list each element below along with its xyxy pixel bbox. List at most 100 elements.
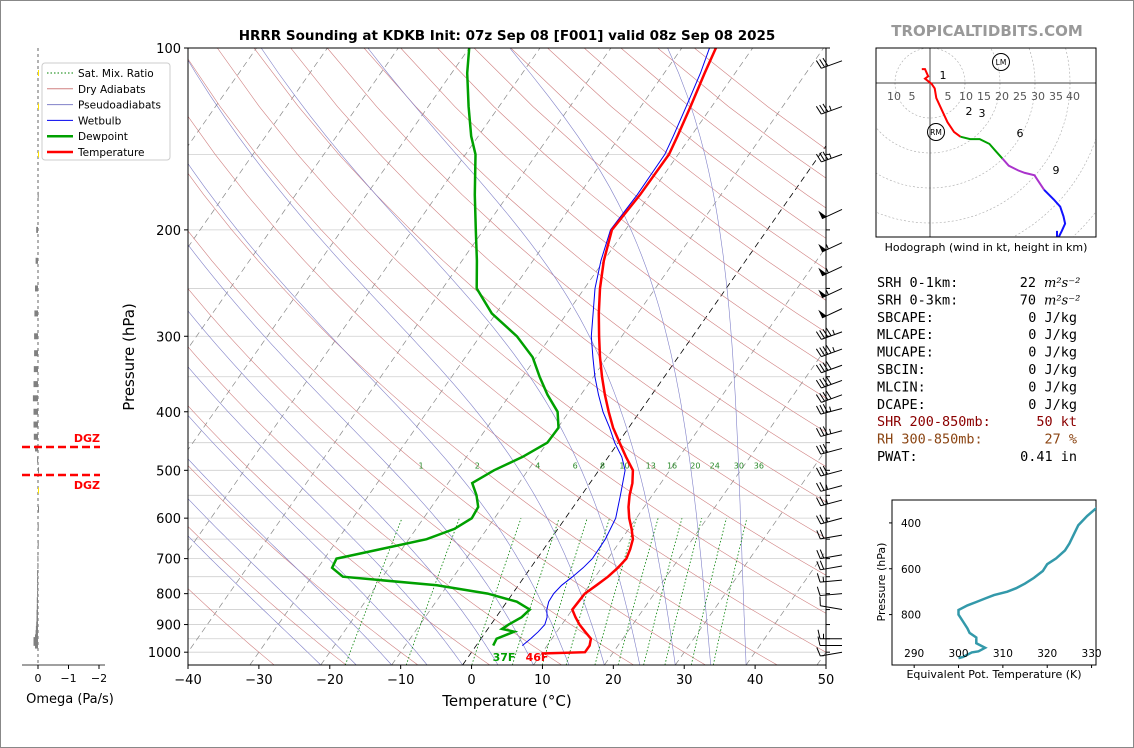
isotherm <box>188 48 541 552</box>
omega-bar <box>37 523 39 530</box>
chart-title: HRRR Sounding at KDKB Init: 07z Sep 08 [… <box>239 28 776 44</box>
omega-panel: 0 −1 −2 Omega (Pa/s) DGZ DGZ <box>22 48 114 707</box>
barb-full <box>816 428 822 437</box>
barb-full <box>815 364 822 374</box>
omega-bar <box>37 577 39 584</box>
omega-bar <box>38 70 39 77</box>
omega-tick-label: 0 <box>35 672 42 685</box>
legend-entry: Dewpoint <box>78 131 128 143</box>
omega-bar <box>37 590 39 597</box>
index-value: 22 <box>1020 275 1036 291</box>
omega-bar <box>35 285 38 292</box>
barb-full <box>819 104 826 114</box>
barb-full <box>815 379 822 389</box>
mixing-ratio-label: 30 <box>734 461 744 470</box>
theta-e-x-tick-label: 290 <box>904 648 924 660</box>
barb-staff <box>820 554 843 560</box>
barb-full <box>815 153 822 163</box>
barb-full <box>819 378 826 388</box>
y-tick-label: 600 <box>156 512 181 527</box>
barb-full <box>822 391 829 401</box>
theta-e-panel: 290 300 310 320 330 400 600 800 Equivalent Pot.… <box>875 499 1102 681</box>
hodograph-segment <box>1001 157 1045 191</box>
wind-barb <box>816 647 843 657</box>
omega-bar <box>36 226 38 233</box>
omega-bar <box>33 381 38 388</box>
mixing-ratio-line <box>512 518 560 665</box>
wind-barb <box>816 549 843 560</box>
hodograph-frame <box>875 47 1097 238</box>
temperature-line <box>541 48 718 655</box>
hodograph-ring-label: 15 <box>977 90 991 103</box>
barb-staff <box>820 651 843 657</box>
omega-bar <box>36 621 38 628</box>
hodograph-segment <box>960 135 1004 160</box>
hodograph-ring <box>650 0 1134 363</box>
x-tick-label: 10 <box>534 673 551 688</box>
wind-barb <box>815 57 843 69</box>
barb-full <box>822 426 828 435</box>
pseudoadiabat <box>667 48 747 665</box>
barb-staff <box>820 499 843 507</box>
mixing-ratio-line <box>690 518 727 665</box>
omega-bar <box>33 421 38 428</box>
dgz-bottom-label: DGZ <box>74 479 100 492</box>
theta-e-y-tick-label: 400 <box>901 518 921 530</box>
dry-adiabat <box>327 48 826 467</box>
index-label: SBCAPE: <box>877 310 934 326</box>
barb-staff <box>821 364 843 374</box>
hodograph-height-label: 2 <box>966 105 973 118</box>
theta-e-y-label: Pressure (hPa) <box>875 543 888 622</box>
barb-staff <box>821 331 843 340</box>
wind-barb <box>818 242 843 253</box>
x-tick-label: −40 <box>174 673 201 688</box>
barb-staff <box>820 579 843 583</box>
barb-staff <box>821 348 843 358</box>
index-label: PWAT: <box>877 449 918 465</box>
theta-e-x-tick-label: 320 <box>1037 648 1057 660</box>
wind-barb <box>815 327 843 340</box>
barb-staff <box>820 447 843 455</box>
barb-flag <box>818 243 827 252</box>
omega-bar <box>37 562 39 569</box>
dry-adiabat <box>188 288 634 665</box>
barb-full <box>819 560 825 570</box>
index-value: 0 J/kg <box>1028 362 1077 378</box>
isotherm <box>745 550 826 665</box>
y-tick-label: 900 <box>156 619 181 634</box>
index-value: 27 % <box>1044 432 1077 448</box>
omega-bar <box>37 584 39 591</box>
x-tick-label: 40 <box>747 673 764 688</box>
freezing-isotherm <box>462 145 826 665</box>
barb-full <box>816 515 822 525</box>
mixing-ratio-line <box>594 518 637 665</box>
isotherm <box>533 246 826 665</box>
mixing-ratio-label: 16 <box>667 461 677 470</box>
barb-full <box>822 346 829 355</box>
hodograph-ring-label: 20 <box>995 90 1009 103</box>
omega-bar <box>34 350 38 357</box>
mixing-ratio-line <box>712 518 748 665</box>
wind-barb <box>815 103 843 115</box>
barb-full <box>822 103 829 112</box>
omega-bar <box>37 570 39 577</box>
index-unit: m²s⁻² <box>1044 293 1080 308</box>
barb-full <box>819 404 825 414</box>
barb-half <box>825 244 829 250</box>
barb-full <box>815 106 822 115</box>
legend-entry: Wetbulb <box>78 115 122 127</box>
wind-barb <box>817 636 842 647</box>
theta-e-x-tick-label: 300 <box>948 648 968 660</box>
barb-full <box>822 443 828 453</box>
y-tick-label: 500 <box>156 464 181 479</box>
index-unit: m²s⁻² <box>1044 276 1080 291</box>
barb-full <box>822 362 829 371</box>
barb-flag <box>818 289 827 298</box>
index-label: SHR 200-850mb: <box>877 414 991 430</box>
pseudoadiabat <box>188 366 463 665</box>
dry-adiabat <box>188 115 826 653</box>
mixing-ratio-label: 1 <box>418 461 423 470</box>
barb-staff <box>820 593 843 597</box>
barb-full <box>816 647 821 657</box>
omega-tick-label: −1 <box>60 672 76 685</box>
